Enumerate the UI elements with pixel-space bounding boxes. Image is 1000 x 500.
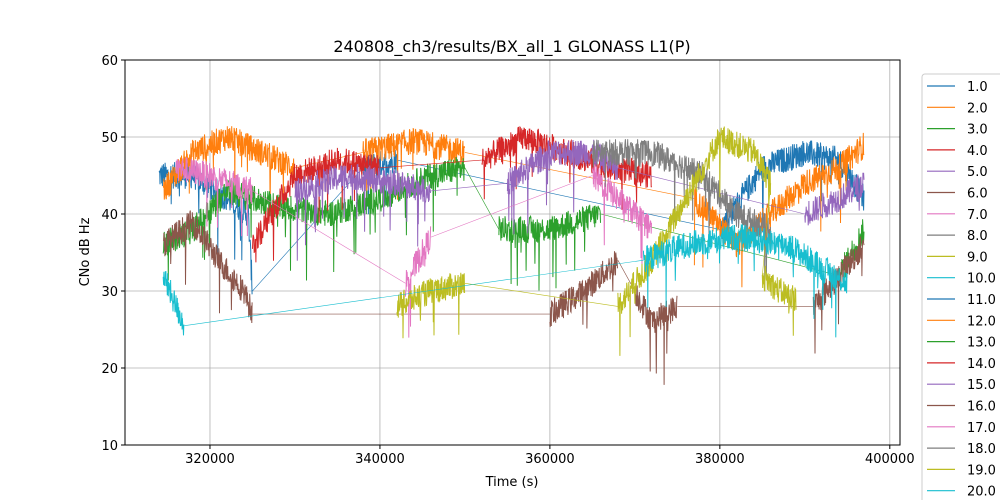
series-line (617, 126, 771, 356)
y-tick-label: 30 (101, 285, 118, 300)
series-gap-line (464, 283, 618, 307)
legend-label: 4.0 (967, 144, 988, 159)
series-line (761, 265, 797, 336)
legend-label: 13.0 (967, 336, 996, 351)
series-5.0 (294, 139, 865, 261)
ticks: 320000 340000 360000 380000 400000 10 20 30 40 50… (101, 54, 914, 467)
legend-box (921, 73, 1000, 500)
series-line (362, 127, 466, 205)
series-line (812, 235, 865, 354)
legend-label: 20.0 (967, 485, 996, 500)
series-gap-line (464, 167, 500, 230)
axes-frame (124, 59, 901, 446)
legend-label: 2.0 (967, 101, 988, 116)
legend-label: 1.0 (967, 80, 988, 95)
series-10.0 (162, 223, 848, 338)
x-tick-label: 340000 (355, 452, 405, 467)
series-gap-line (762, 183, 772, 276)
y-axis-label: CNo dB Hz (78, 217, 93, 286)
legend-label: 6.0 (967, 187, 988, 202)
series-line (549, 251, 618, 329)
y-tick-label: 60 (101, 54, 118, 69)
series-line (642, 223, 848, 338)
series-gap-line (252, 167, 364, 292)
y-tick-label: 10 (101, 439, 118, 454)
x-axis-label: Time (s) (485, 475, 539, 490)
series-9.0 (396, 126, 797, 356)
legend: 1.0 2.0 3.0 4.0 5.0 6.0 7.0 8.0 9.0 10.0 11.0 12.0 1… (921, 73, 1000, 500)
series-line (634, 285, 678, 385)
y-tick-label: 20 (101, 362, 118, 377)
series-line (498, 204, 601, 291)
series-line (404, 226, 432, 338)
legend-label: 18.0 (967, 442, 996, 457)
legend-label: 7.0 (967, 208, 988, 223)
legend-label: 15.0 (967, 378, 996, 393)
series-line (175, 157, 253, 237)
series-line (804, 172, 865, 226)
grid (125, 59, 900, 446)
series-line (252, 147, 380, 263)
series-line (294, 163, 432, 261)
series-gap-line (430, 182, 508, 192)
legend-label: 17.0 (967, 421, 996, 436)
series-line (162, 210, 253, 324)
x-tick-label: 360000 (525, 452, 575, 467)
legend-label: 19.0 (967, 463, 996, 478)
plot-area (158, 125, 865, 385)
series-7.0 (175, 157, 652, 338)
legend-label: 10.0 (967, 272, 996, 287)
legend-label: 8.0 (967, 229, 988, 244)
series-gap-line (252, 190, 406, 284)
y-tick-label: 50 (101, 131, 118, 146)
series-line (591, 164, 652, 269)
series-gap-line (379, 159, 482, 169)
legend-label: 5.0 (967, 165, 988, 180)
legend-label: 16.0 (967, 400, 996, 415)
series-line (591, 139, 771, 292)
series-line (162, 126, 296, 212)
series-gap-line (184, 259, 644, 326)
chart-title: 240808_ch3/results/BX_all_1 GLONASS L1(P… (333, 37, 690, 57)
series-4.0 (252, 125, 652, 263)
series-line (481, 125, 652, 210)
series-line (506, 139, 618, 235)
series-8.0 (591, 139, 771, 292)
x-tick-label: 400000 (865, 452, 915, 467)
legend-label: 11.0 (967, 293, 996, 308)
x-tick-label: 320000 (185, 452, 235, 467)
legend-label: 3.0 (967, 123, 988, 138)
series-line (162, 271, 185, 336)
series-gap-line (430, 175, 593, 238)
x-tick-label: 380000 (695, 452, 745, 467)
y-tick-label: 40 (101, 208, 118, 223)
legend-label: 14.0 (967, 357, 996, 372)
series-line (396, 272, 466, 339)
legend-label: 9.0 (967, 250, 988, 265)
legend-label: 12.0 (967, 314, 996, 329)
